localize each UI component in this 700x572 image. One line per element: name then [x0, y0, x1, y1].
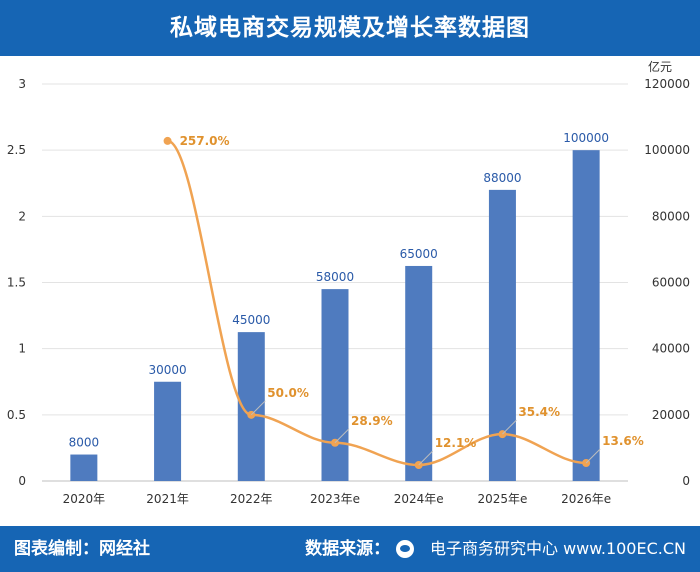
bar-value-label: 100000 — [563, 131, 609, 145]
line-point — [163, 136, 172, 145]
right-tick-label: 40000 — [652, 342, 690, 356]
x-tick-label: 2025年e — [477, 492, 527, 506]
wechat-icon — [396, 540, 415, 558]
bar-value-label: 65000 — [400, 247, 438, 261]
right-tick-label: 60000 — [652, 276, 690, 290]
x-tick-label: 2022年 — [230, 492, 273, 506]
bar-value-label: 30000 — [148, 363, 186, 377]
label-leader — [502, 419, 517, 435]
footer-source: 数据来源： 电子商务研究中心 www.100EC.CN — [305, 526, 686, 572]
left-axis-ticks: 0 0.5 1 1.5 2 2.5 3 — [7, 77, 26, 488]
chart-title: 私域电商交易规模及增长率数据图 — [0, 0, 700, 56]
right-axis-unit: 亿元 — [648, 59, 672, 74]
left-tick-label: 1 — [18, 342, 26, 356]
line-value-label: 12.1% — [435, 436, 477, 450]
bar-value-label: 8000 — [69, 436, 100, 450]
line-value-label: 50.0% — [267, 386, 309, 400]
x-tick-label: 2021年 — [146, 492, 189, 506]
left-tick-label: 0.5 — [7, 408, 26, 422]
bar-value-label: 88000 — [483, 171, 521, 185]
watermark-text: 电子商务研究中心 www.100EC.CN — [429, 539, 686, 558]
left-tick-label: 2 — [18, 209, 26, 223]
bar-value-labels: 8000 30000 45000 58000 65000 88000 100000 — [69, 131, 609, 449]
left-tick-label: 3 — [18, 77, 26, 91]
bar — [572, 150, 600, 481]
combo-chart: 0 0.5 1 1.5 2 2.5 3 0 20000 40000 60000 80000 10000… — [7, 59, 690, 506]
right-tick-label: 100000 — [644, 143, 690, 157]
source-label: 数据来源： — [305, 539, 391, 559]
bar-series — [70, 150, 600, 481]
right-tick-label: 20000 — [652, 408, 690, 422]
line-value-label: 35.4% — [518, 405, 560, 419]
bar-value-label: 45000 — [232, 313, 270, 327]
right-tick-label: 80000 — [652, 209, 690, 223]
bar — [321, 289, 349, 481]
x-tick-label: 2020年 — [63, 492, 106, 506]
left-tick-label: 0 — [18, 474, 26, 488]
left-tick-label: 1.5 — [7, 276, 26, 290]
right-tick-label: 120000 — [644, 77, 690, 91]
x-tick-label: 2024年e — [394, 492, 444, 506]
line-value-label: 28.9% — [351, 414, 393, 428]
right-tick-label: 0 — [682, 474, 690, 488]
label-leader — [250, 400, 266, 416]
bar — [154, 381, 182, 481]
x-tick-label: 2026年e — [561, 492, 611, 506]
x-tick-label: 2023年e — [310, 492, 360, 506]
x-axis-ticks: 2020年 2021年 2022年 2023年e 2024年e 2025年e 2026年e — [63, 492, 612, 506]
label-leader — [585, 448, 601, 464]
footer-bar: 图表编制：网经社 数据来源： 电子商务研究中心 www.100EC.CN — [0, 526, 700, 572]
line-value-label: 13.6% — [602, 434, 644, 448]
bar — [70, 454, 98, 481]
label-leader — [334, 428, 350, 444]
bar — [405, 265, 433, 481]
bar-value-label: 58000 — [316, 270, 354, 284]
label-leader — [418, 450, 434, 466]
right-axis-ticks: 0 20000 40000 60000 80000 100000 120000 — [644, 77, 690, 488]
footer-credit: 图表编制：网经社 — [14, 539, 150, 559]
left-tick-label: 2.5 — [7, 143, 26, 157]
line-value-label: 257.0% — [180, 134, 230, 148]
line-series: 257.0% 50.0% 28.9% 12.1% 35.4% 13.6% — [163, 134, 644, 469]
